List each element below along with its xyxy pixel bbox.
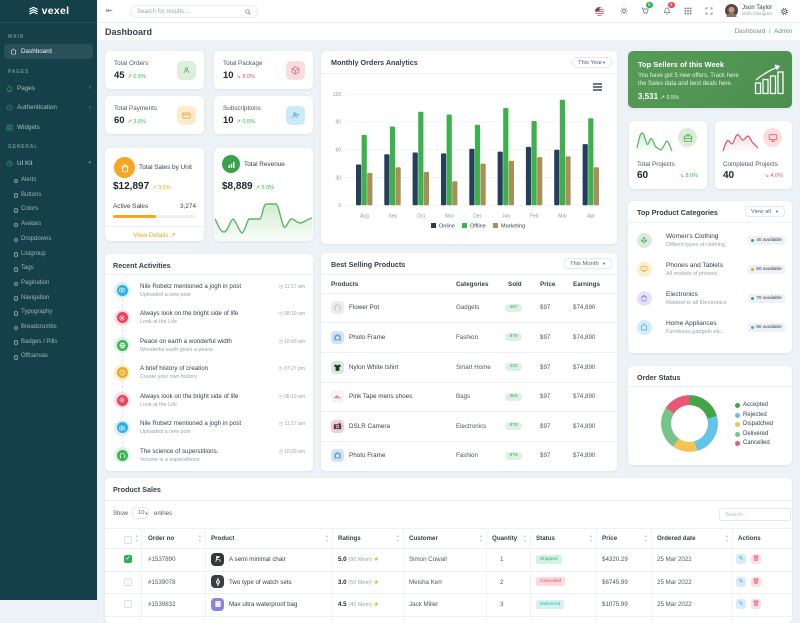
svg-text:Offline: Offline	[470, 224, 486, 230]
svg-text:Mar: Mar	[558, 214, 567, 220]
svg-text:90: 90	[335, 120, 341, 126]
svg-text:60: 60	[335, 148, 341, 154]
svg-text:Sep: Sep	[388, 214, 397, 220]
svg-text:30: 30	[335, 175, 341, 181]
svg-text:Marketing: Marketing	[501, 224, 525, 230]
svg-text:0: 0	[338, 203, 341, 209]
svg-text:Oct: Oct	[417, 214, 425, 220]
svg-text:Aug: Aug	[360, 214, 369, 220]
svg-text:Nov: Nov	[445, 214, 454, 220]
svg-text:Dec: Dec	[473, 214, 482, 220]
svg-text:120: 120	[333, 92, 342, 98]
svg-text:Apr: Apr	[587, 214, 595, 220]
svg-text:Feb: Feb	[530, 214, 539, 220]
svg-text:Online: Online	[439, 224, 455, 230]
svg-text:Jan: Jan	[502, 214, 510, 220]
